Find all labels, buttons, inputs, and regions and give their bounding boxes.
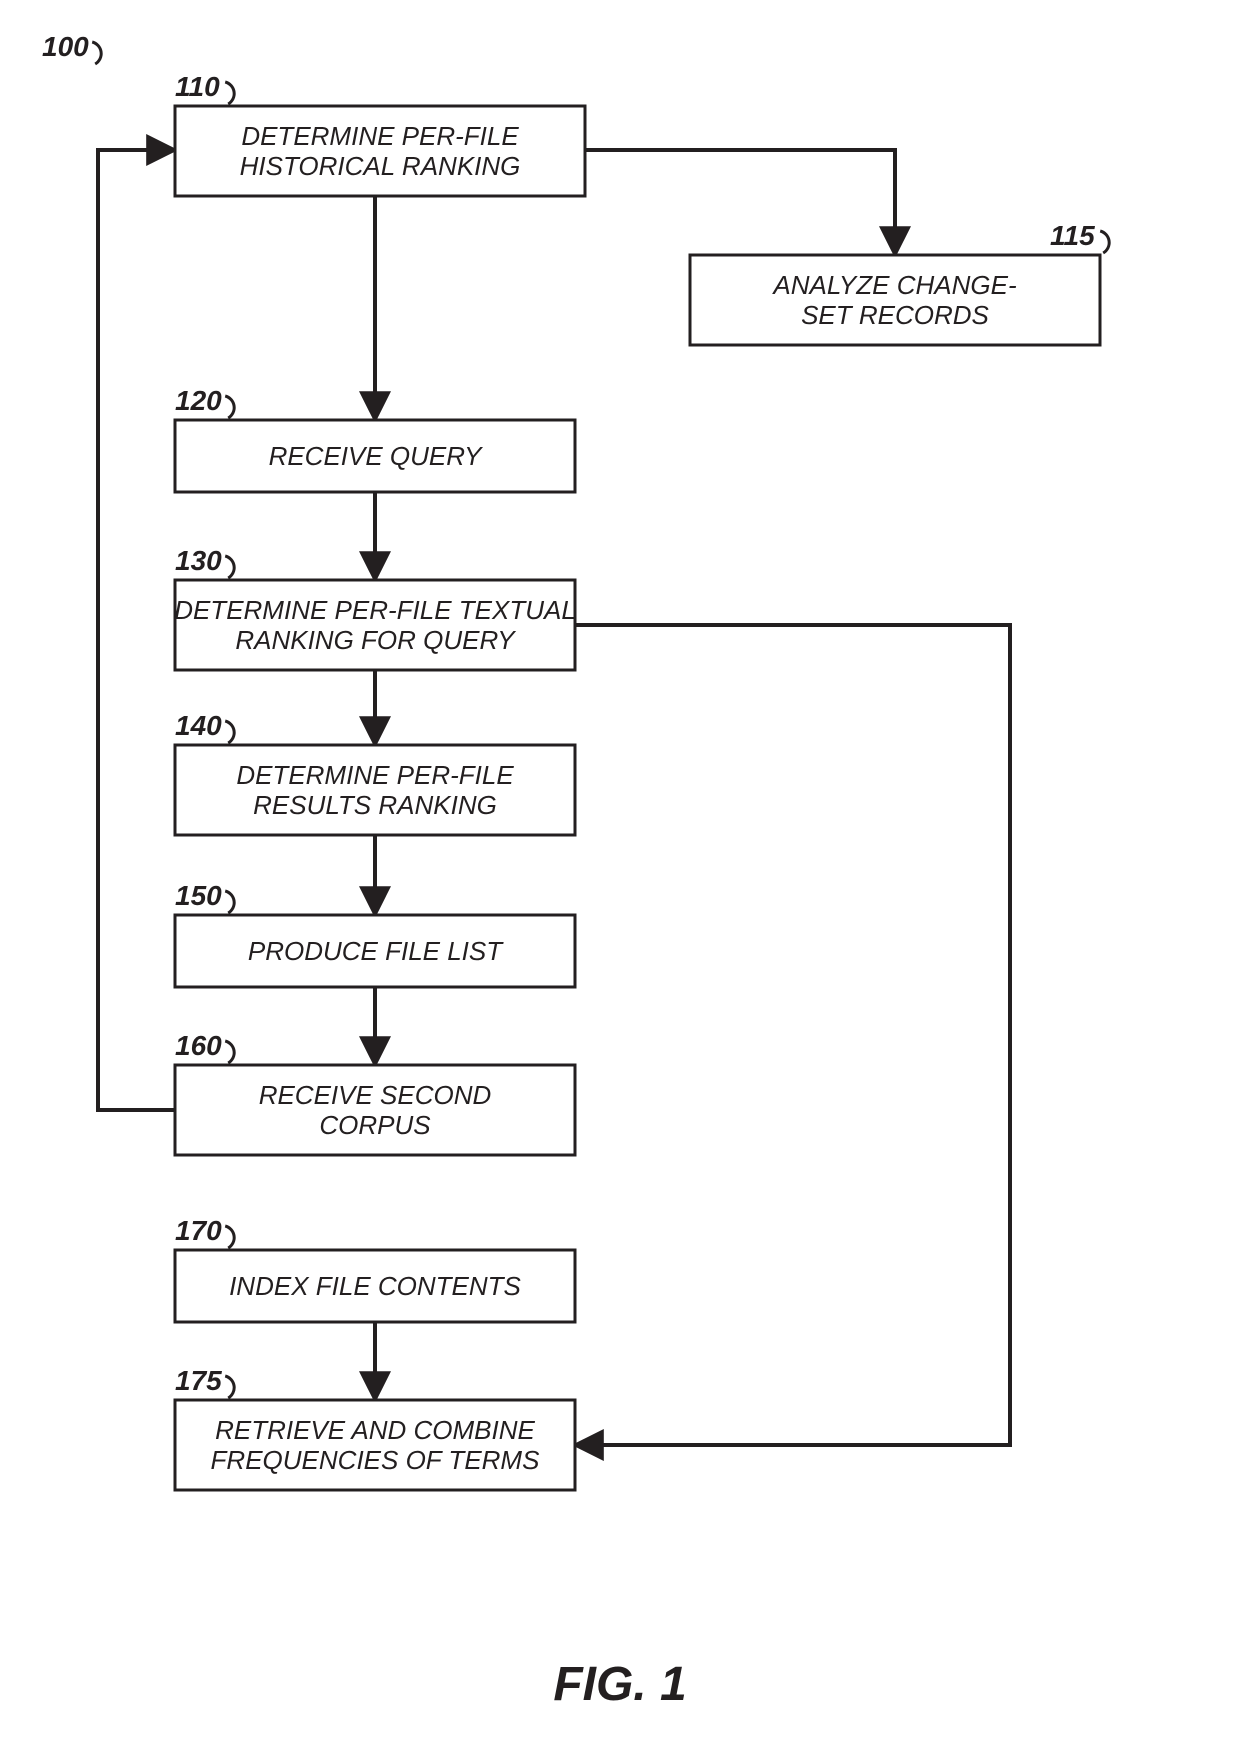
- node-label: 115: [1050, 220, 1095, 251]
- node-text: DETERMINE PER-FILE: [236, 760, 514, 790]
- label-hook: [225, 721, 234, 743]
- node-label: 130: [175, 545, 222, 576]
- node-text: RETRIEVE AND COMBINE: [215, 1415, 535, 1445]
- node-n115: ANALYZE CHANGE-SET RECORDS 115: [690, 220, 1109, 345]
- label-hook: [225, 1376, 234, 1398]
- node-label: 150: [175, 880, 222, 911]
- node-text: RECEIVE QUERY: [269, 441, 484, 471]
- node-label: 120: [175, 385, 222, 416]
- node-text: SET RECORDS: [801, 300, 989, 330]
- node-label: 170: [175, 1215, 222, 1246]
- diagram-label: 100: [42, 31, 89, 62]
- label-hook: [225, 1041, 234, 1063]
- edge-e110to115: [585, 150, 895, 255]
- node-text: DETERMINE PER-FILE: [241, 121, 519, 151]
- label-hook: [225, 396, 234, 418]
- node-text: RECEIVE SECOND: [259, 1080, 492, 1110]
- node-text: PRODUCE FILE LIST: [248, 936, 504, 966]
- node-n110: DETERMINE PER-FILEHISTORICAL RANKING 110: [175, 71, 585, 196]
- label-hook: [225, 891, 234, 913]
- node-text: HISTORICAL RANKING: [240, 151, 521, 181]
- node-text: INDEX FILE CONTENTS: [229, 1271, 521, 1301]
- node-text: CORPUS: [319, 1110, 431, 1140]
- node-text: RANKING FOR QUERY: [235, 625, 516, 655]
- edge-e160to110: [98, 150, 175, 1110]
- edge-e130to175: [575, 625, 1010, 1445]
- diagram-label-hook: [92, 42, 101, 64]
- node-label: 110: [175, 71, 220, 102]
- label-hook: [225, 82, 234, 104]
- node-n170: INDEX FILE CONTENTS170: [175, 1215, 575, 1322]
- node-label: 140: [175, 710, 222, 741]
- node-text: ANALYZE CHANGE-: [771, 270, 1017, 300]
- label-hook: [225, 1226, 234, 1248]
- node-text: DETERMINE PER-FILE TEXTUAL: [174, 595, 576, 625]
- flowchart: DETERMINE PER-FILEHISTORICAL RANKING110A…: [0, 0, 1240, 1753]
- node-text: FREQUENCIES OF TERMS: [211, 1445, 541, 1475]
- node-label: 160: [175, 1030, 222, 1061]
- label-hook: [225, 556, 234, 578]
- figure-caption: FIG. 1: [553, 1658, 686, 1711]
- label-hook: [1100, 231, 1109, 253]
- node-text: RESULTS RANKING: [253, 790, 497, 820]
- node-label: 175: [175, 1365, 222, 1396]
